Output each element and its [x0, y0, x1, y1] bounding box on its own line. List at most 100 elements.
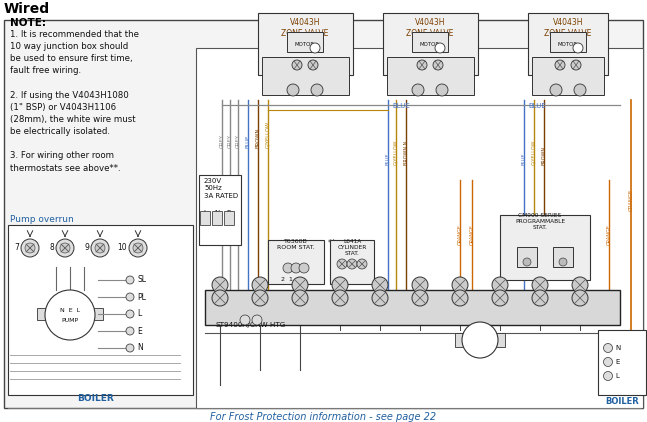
Circle shape: [332, 277, 348, 293]
Bar: [550, 32, 586, 52]
Text: L: L: [256, 317, 258, 322]
Circle shape: [45, 290, 95, 340]
Bar: [199, 175, 241, 245]
Circle shape: [417, 60, 427, 70]
Bar: [495, 333, 505, 347]
Text: BROWN N: BROWN N: [404, 141, 408, 165]
Circle shape: [129, 239, 147, 257]
Text: B: B: [560, 252, 565, 262]
Text: ORANGE: ORANGE: [470, 225, 474, 246]
Text: N  E  L: N E L: [60, 308, 80, 313]
Circle shape: [492, 290, 508, 306]
Text: MOTOR: MOTOR: [295, 42, 315, 47]
Circle shape: [240, 315, 250, 325]
Text: 10: 10: [576, 279, 584, 284]
Circle shape: [555, 60, 565, 70]
Text: G/YELLOW: G/YELLOW: [265, 121, 270, 148]
Circle shape: [292, 290, 308, 306]
Bar: [200, 211, 210, 225]
Bar: [8, 225, 193, 395]
Bar: [387, 57, 474, 95]
Text: V4043H
ZONE VALVE
HW: V4043H ZONE VALVE HW: [406, 18, 454, 49]
Text: 7: 7: [458, 279, 462, 284]
Text: 2  1  3: 2 1 3: [281, 277, 301, 282]
Text: V4043H
ZONE VALVE
HTG1: V4043H ZONE VALVE HTG1: [281, 18, 329, 49]
Bar: [455, 333, 465, 347]
Circle shape: [60, 243, 70, 253]
Circle shape: [56, 239, 74, 257]
Text: BLUE: BLUE: [245, 135, 250, 148]
Circle shape: [571, 60, 581, 70]
Text: ORANGE: ORANGE: [457, 225, 463, 246]
Circle shape: [212, 277, 228, 293]
Text: L: L: [615, 373, 619, 379]
Circle shape: [337, 259, 347, 269]
Circle shape: [283, 263, 293, 273]
Circle shape: [492, 277, 508, 293]
Text: PUMP: PUMP: [472, 343, 488, 347]
Circle shape: [133, 243, 143, 253]
Circle shape: [550, 84, 562, 96]
Text: 9: 9: [84, 243, 89, 252]
Circle shape: [604, 357, 613, 366]
Circle shape: [573, 43, 583, 53]
Text: BLUE: BLUE: [392, 103, 410, 109]
Circle shape: [604, 344, 613, 352]
Circle shape: [291, 263, 301, 273]
Text: 6: 6: [418, 279, 422, 284]
Text: T6360B
ROOM STAT.: T6360B ROOM STAT.: [277, 239, 315, 250]
Text: 230V
50Hz
3A RATED: 230V 50Hz 3A RATED: [204, 178, 238, 199]
Text: V4043H
ZONE VALVE
HTG2: V4043H ZONE VALVE HTG2: [544, 18, 592, 49]
Circle shape: [126, 344, 134, 352]
Text: BOILER: BOILER: [605, 397, 639, 406]
Circle shape: [308, 60, 318, 70]
Bar: [93, 308, 103, 320]
Circle shape: [412, 290, 428, 306]
Text: GREY: GREY: [236, 134, 241, 148]
Text: **: **: [328, 239, 336, 248]
Text: NOTE:: NOTE:: [10, 18, 46, 28]
Circle shape: [462, 322, 498, 358]
Text: N: N: [615, 345, 620, 351]
Circle shape: [433, 60, 443, 70]
Text: MOTOR: MOTOR: [420, 42, 440, 47]
Text: MOTOR: MOTOR: [558, 42, 578, 47]
Bar: [383, 13, 478, 75]
Bar: [517, 247, 537, 267]
Bar: [205, 290, 620, 325]
Text: SL: SL: [137, 276, 146, 284]
Circle shape: [252, 277, 268, 293]
Circle shape: [412, 84, 424, 96]
Bar: [287, 32, 323, 52]
Bar: [598, 330, 646, 395]
Circle shape: [412, 277, 428, 293]
Circle shape: [372, 277, 388, 293]
Text: GREY: GREY: [219, 134, 225, 148]
Text: BLUE: BLUE: [386, 152, 391, 165]
Text: N: N: [214, 210, 219, 216]
Text: For Frost Protection information - see page 22: For Frost Protection information - see p…: [210, 412, 436, 422]
Text: BOILER: BOILER: [76, 394, 113, 403]
Circle shape: [347, 259, 357, 269]
Bar: [262, 57, 349, 95]
Text: BROWN: BROWN: [256, 127, 261, 148]
Circle shape: [292, 277, 308, 293]
Circle shape: [574, 84, 586, 96]
Text: 1: 1: [218, 279, 222, 284]
Text: PUMP: PUMP: [61, 317, 78, 322]
Text: L641A
CYLINDER
STAT.: L641A CYLINDER STAT.: [337, 239, 367, 257]
Text: E: E: [137, 327, 142, 335]
Circle shape: [452, 277, 468, 293]
Bar: [196, 48, 643, 408]
Text: BLUE: BLUE: [521, 152, 527, 165]
Circle shape: [299, 263, 309, 273]
Bar: [532, 57, 604, 95]
Text: ST9400A/C: ST9400A/C: [215, 322, 255, 328]
Bar: [330, 240, 374, 284]
Text: 2: 2: [258, 279, 262, 284]
Text: 10: 10: [117, 243, 127, 252]
Circle shape: [559, 258, 567, 266]
Text: ORANGE: ORANGE: [628, 189, 633, 211]
Circle shape: [126, 327, 134, 335]
Text: 8: 8: [498, 279, 502, 284]
